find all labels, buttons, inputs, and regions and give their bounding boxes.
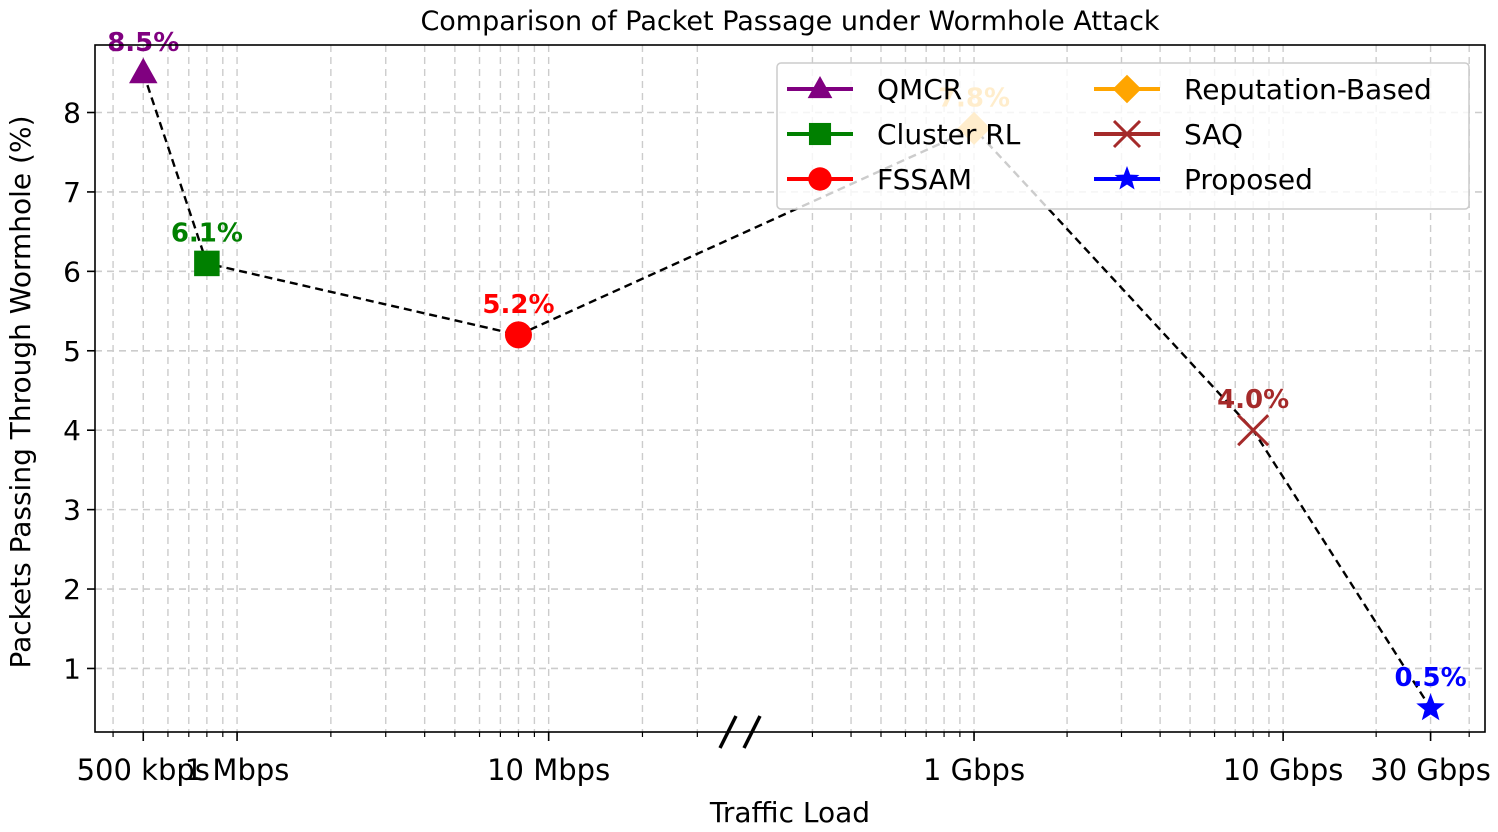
legend-label: SAQ	[1184, 118, 1243, 151]
connector-line	[142, 72, 1432, 709]
x-tick-label: 30 Gbps	[1370, 753, 1491, 787]
axis-break-mark	[718, 715, 762, 749]
data-label-saq: 4.0%	[1217, 385, 1289, 415]
legend-label: FSSAM	[877, 163, 972, 196]
y-axis-label: Packets Passing Through Wormhole (%)	[4, 116, 37, 669]
legend-item-saq: SAQ	[1094, 118, 1243, 151]
legend-marker-fssam	[808, 167, 832, 191]
marker-qmcr	[129, 57, 158, 84]
legend-marker-saq	[1112, 119, 1142, 149]
legend-marker-proposed	[1114, 166, 1140, 190]
y-tick-label: 7	[63, 176, 81, 209]
legend-marker-cluster-rl	[808, 122, 832, 146]
legend-item-qmcr: QMCR	[787, 73, 962, 106]
legend-label: Cluster RL	[877, 118, 1021, 151]
marker-proposed	[1416, 693, 1445, 721]
y-tick-label: 5	[63, 335, 81, 368]
legend-item-reputation-based: Reputation-Based	[1094, 73, 1432, 106]
legend-label: Proposed	[1184, 163, 1313, 196]
y-tick-label: 8	[63, 97, 81, 130]
legend-marker-reputation-based	[1112, 74, 1142, 104]
y-tick-label: 2	[63, 573, 81, 606]
legend-item-cluster-rl: Cluster RL	[787, 118, 1021, 151]
legend-label: Reputation-Based	[1184, 73, 1432, 106]
x-tick-label: 500 kbps	[77, 753, 210, 787]
legend-item-proposed: Proposed	[1094, 163, 1313, 196]
x-axis-label: Traffic Load	[709, 796, 870, 829]
legend-marker-qmcr	[807, 76, 833, 99]
y-tick-label: 4	[63, 414, 81, 447]
data-label-fssam: 5.2%	[482, 290, 554, 320]
legend-item-fssam: FSSAM	[787, 163, 972, 196]
y-tick-label: 6	[63, 255, 81, 288]
legend-label: QMCR	[877, 73, 962, 106]
x-tick-label: 10 Mbps	[487, 753, 610, 787]
marker-cluster-rl	[194, 250, 220, 277]
dashed-connector	[142, 72, 1432, 709]
data-label-proposed: 0.5%	[1395, 663, 1467, 693]
data-label-qmcr: 8.5%	[107, 28, 179, 58]
marker-fssam	[504, 321, 532, 349]
legend: QMCR Cluster RL FSSAM Reputation-Based SAQ Pr…	[776, 62, 1470, 210]
y-tick-label: 1	[63, 652, 81, 685]
data-label-cluster-rl: 6.1%	[171, 218, 243, 248]
y-tick-label: 3	[63, 494, 81, 527]
chart-title: Comparison of Packet Passage under Wormh…	[420, 6, 1159, 37]
x-tick-label: 1 Mbps	[185, 753, 290, 787]
plot-frame	[94, 44, 1486, 733]
x-tick-label: 1 Gbps	[923, 753, 1025, 787]
x-tick-label: 10 Gbps	[1223, 753, 1344, 787]
marker-saq	[1237, 414, 1270, 447]
